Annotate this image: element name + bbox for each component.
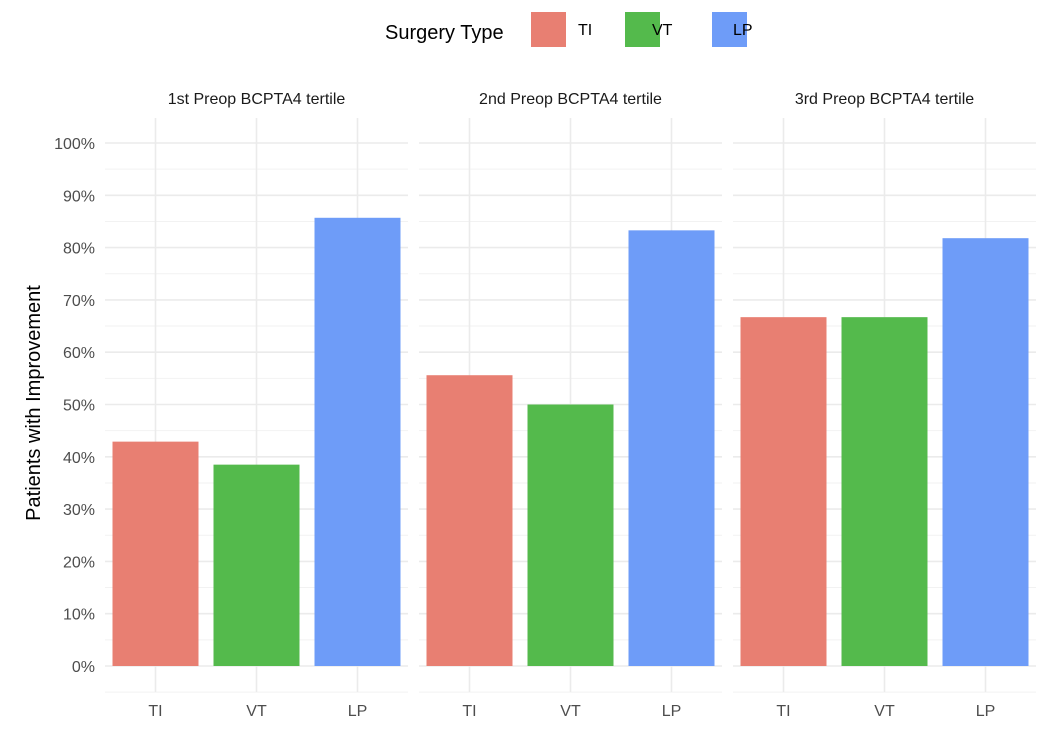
x-tick-label: LP	[348, 703, 368, 720]
y-tick-label: 40%	[63, 450, 95, 467]
bar-lp	[314, 217, 401, 666]
legend: Surgery Type TI VT LP	[385, 12, 753, 47]
y-tick-label: 80%	[63, 241, 95, 258]
y-tick-label: 70%	[63, 293, 95, 310]
legend-label-ti: TI	[578, 22, 592, 39]
x-tick-label: VT	[874, 703, 895, 720]
legend-label-vt: VT	[652, 22, 673, 39]
bar-lp	[628, 230, 715, 666]
x-tick-label: VT	[246, 703, 267, 720]
bar-vt	[527, 404, 614, 666]
y-tick-label: 50%	[63, 398, 95, 415]
facet-panel-1: 1st Preop BCPTA4 tertile TI VT LP	[105, 91, 408, 720]
y-tick-label: 60%	[63, 345, 95, 362]
facet-title: 1st Preop BCPTA4 tertile	[168, 91, 346, 108]
x-tick-label: LP	[662, 703, 682, 720]
facet-title: 2nd Preop BCPTA4 tertile	[479, 91, 662, 108]
x-tick-label: LP	[976, 703, 996, 720]
x-tick-label: VT	[560, 703, 581, 720]
y-tick-label: 10%	[63, 607, 95, 624]
bar-vt	[841, 317, 928, 666]
legend-entries: TI VT LP	[531, 12, 753, 47]
x-tick-label: TI	[776, 703, 790, 720]
bar-lp	[942, 238, 1029, 666]
x-tick-label: TI	[462, 703, 476, 720]
legend-key-vt	[625, 12, 660, 47]
y-tick-label: 100%	[54, 136, 95, 153]
bar-ti	[426, 375, 513, 666]
legend-label-lp: LP	[733, 22, 753, 39]
bar-vt	[213, 464, 300, 666]
facet-panel-3: 3rd Preop BCPTA4 tertile TI VT LP	[733, 91, 1036, 720]
y-axis-title: Patients with Improvement	[23, 285, 45, 521]
y-tick-label: 90%	[63, 188, 95, 205]
legend-title: Surgery Type	[385, 22, 504, 44]
facet-panel-2: 2nd Preop BCPTA4 tertile TI VT LP	[419, 91, 722, 720]
bar-ti	[112, 441, 199, 666]
y-tick-label: 30%	[63, 502, 95, 519]
facet-title: 3rd Preop BCPTA4 tertile	[795, 91, 974, 108]
bar-ti	[740, 317, 827, 666]
legend-key-ti	[531, 12, 566, 47]
y-tick-label: 20%	[63, 554, 95, 571]
legend-key-lp	[712, 12, 747, 47]
y-tick-label: 0%	[72, 659, 95, 676]
y-axis-ticks: 0% 10% 20% 30% 40% 50% 60% 70% 80% 90% 100%	[54, 136, 95, 676]
x-tick-label: TI	[148, 703, 162, 720]
